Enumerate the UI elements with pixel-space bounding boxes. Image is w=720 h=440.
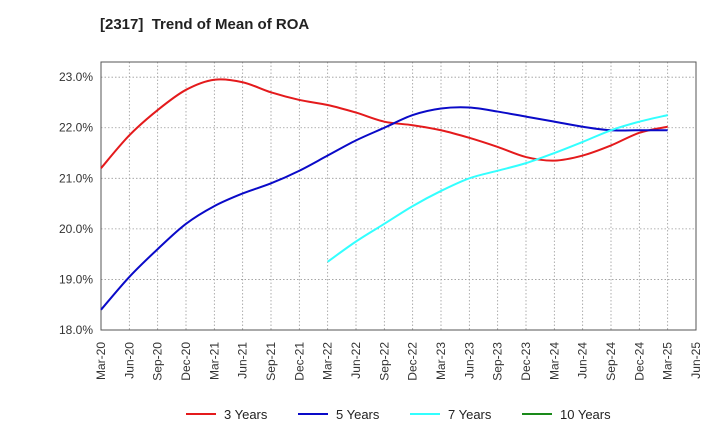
x-tick-label: Mar-22 bbox=[321, 342, 335, 380]
y-tick-label: 18.0% bbox=[59, 323, 93, 337]
plot-frame bbox=[100, 61, 697, 331]
axes bbox=[100, 61, 697, 331]
legend-label-10-years: 10 Years bbox=[560, 407, 611, 422]
x-tick-label: Sep-22 bbox=[377, 342, 391, 381]
x-tick-label: Jun-22 bbox=[349, 342, 363, 379]
y-tick-label: 19.0% bbox=[59, 272, 93, 286]
x-tick-label: Mar-20 bbox=[94, 342, 108, 380]
series-line-5-years bbox=[100, 106, 668, 311]
x-tick-label: Sep-24 bbox=[604, 342, 618, 381]
x-tick-label: Jun-25 bbox=[689, 342, 703, 379]
x-tick-label: Jun-21 bbox=[236, 342, 250, 379]
y-tick-label: 22.0% bbox=[59, 121, 93, 135]
legend: 3 Years 5 Years 7 Years 10 Years bbox=[186, 407, 611, 422]
x-tick-label: Dec-21 bbox=[292, 342, 306, 381]
x-tick-label: Jun-23 bbox=[462, 342, 476, 379]
x-tick-label: Dec-22 bbox=[406, 342, 420, 381]
grid-lines bbox=[101, 62, 696, 330]
legend-label-5-years: 5 Years bbox=[336, 407, 380, 422]
x-tick-label: Sep-23 bbox=[491, 342, 505, 381]
x-tick-label: Dec-24 bbox=[632, 342, 646, 381]
x-tick-label: Mar-21 bbox=[207, 342, 221, 380]
y-tick-label: 23.0% bbox=[59, 70, 93, 84]
y-tick-label: 20.0% bbox=[59, 222, 93, 236]
x-tick-label: Mar-23 bbox=[434, 342, 448, 380]
x-tick-label: Dec-23 bbox=[519, 342, 533, 381]
series-lines bbox=[100, 78, 668, 311]
y-tick-labels: 18.0% 19.0% 20.0% 21.0% 22.0% 23.0% bbox=[59, 70, 93, 337]
y-tick-label: 21.0% bbox=[59, 171, 93, 185]
series-line-3-years bbox=[100, 78, 668, 169]
x-tick-label: Jun-24 bbox=[576, 342, 590, 379]
series-line-7-years bbox=[327, 114, 668, 263]
x-tick-label: Jun-20 bbox=[122, 342, 136, 379]
x-tick-label: Mar-24 bbox=[547, 342, 561, 380]
x-tick-label: Dec-20 bbox=[179, 342, 193, 381]
x-tick-label: Sep-20 bbox=[151, 342, 165, 381]
x-tick-labels: Mar-20 Jun-20 Sep-20 Dec-20 Mar-21 Jun-21 Sep-… bbox=[94, 342, 703, 381]
x-tick-label: Mar-25 bbox=[661, 342, 675, 380]
chart-title: [2317] Trend of Mean of ROA bbox=[100, 16, 310, 33]
legend-label-7-years: 7 Years bbox=[448, 407, 492, 422]
x-tick-label: Sep-21 bbox=[264, 342, 278, 381]
legend-label-3-years: 3 Years bbox=[224, 407, 268, 422]
